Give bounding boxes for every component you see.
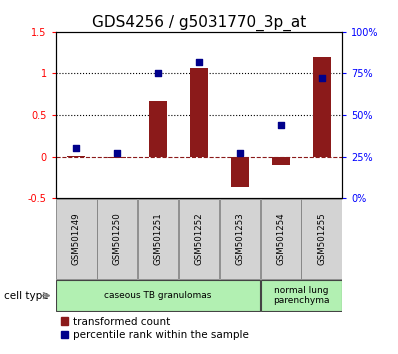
- Bar: [138, 199, 178, 279]
- Text: GSM501251: GSM501251: [154, 212, 162, 266]
- Bar: [108, 156, 126, 158]
- Bar: [301, 199, 342, 279]
- Text: normal lung
parenchyma: normal lung parenchyma: [273, 286, 330, 305]
- Text: GSM501250: GSM501250: [113, 212, 122, 266]
- Text: GSM501254: GSM501254: [276, 212, 285, 266]
- Bar: [56, 199, 97, 279]
- Bar: [220, 199, 260, 279]
- Point: [278, 122, 284, 128]
- Bar: [97, 199, 137, 279]
- Bar: [312, 57, 331, 156]
- Bar: [179, 199, 219, 279]
- Bar: [231, 156, 249, 187]
- Point: [237, 150, 243, 156]
- Text: GSM501255: GSM501255: [317, 212, 326, 266]
- Point: [196, 59, 202, 65]
- Text: GSM501252: GSM501252: [195, 212, 203, 266]
- Point: [319, 76, 325, 81]
- Point: [114, 150, 120, 156]
- Text: GSM501253: GSM501253: [236, 212, 244, 266]
- Bar: [149, 101, 167, 156]
- Point: [155, 71, 161, 76]
- Bar: [261, 280, 342, 311]
- Bar: [190, 68, 208, 156]
- Bar: [261, 199, 301, 279]
- Bar: [272, 156, 290, 165]
- Text: cell type: cell type: [4, 291, 49, 301]
- Title: GDS4256 / g5031770_3p_at: GDS4256 / g5031770_3p_at: [92, 14, 306, 30]
- Text: caseous TB granulomas: caseous TB granulomas: [104, 291, 212, 300]
- Legend: transformed count, percentile rank within the sample: transformed count, percentile rank withi…: [61, 317, 249, 340]
- Bar: [56, 280, 260, 311]
- Text: GSM501249: GSM501249: [72, 213, 81, 265]
- Point: [73, 145, 79, 151]
